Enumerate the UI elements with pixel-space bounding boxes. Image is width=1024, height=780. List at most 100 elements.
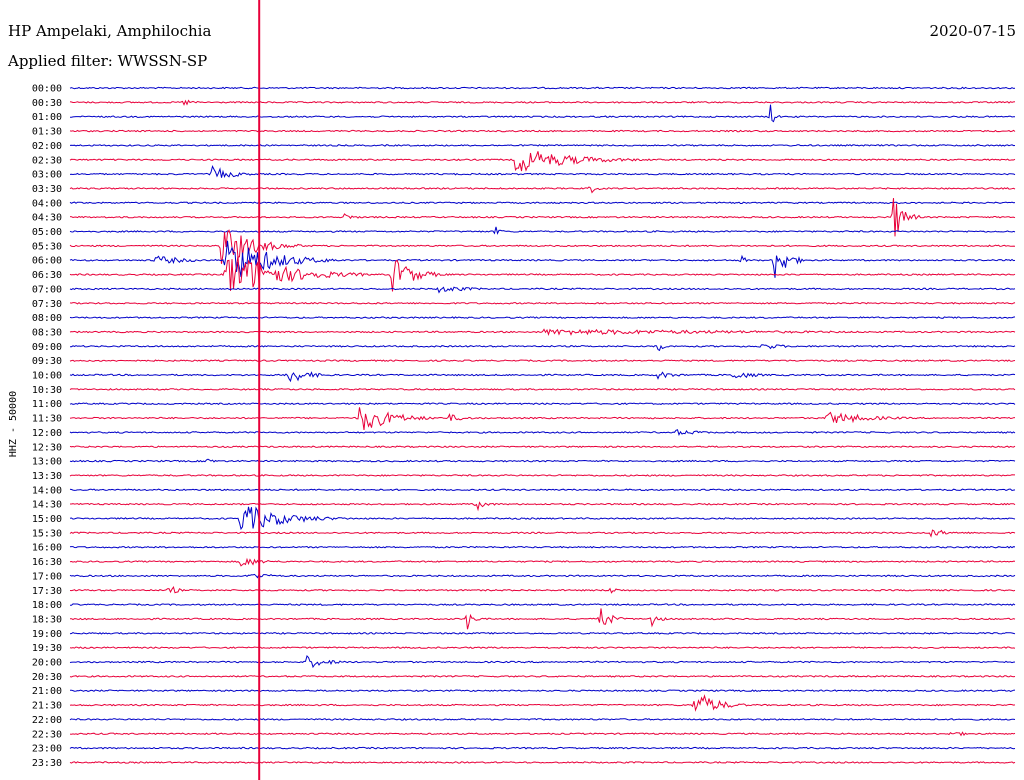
time-tick-label: 22:00 [32,715,62,726]
time-tick-label: 23:30 [32,758,62,769]
time-tick-label: 12:00 [32,428,62,439]
trace-line [69,255,1016,292]
trace-line [69,675,1016,678]
time-tick-label: 06:30 [32,270,62,281]
trace-line [70,603,1016,606]
time-tick-label: 20:00 [32,658,62,669]
trace-line [69,198,1016,237]
time-tick-label: 22:30 [32,729,62,740]
trace-line [69,429,1016,437]
time-tick-label: 16:00 [32,543,62,554]
trace-line [69,151,1016,172]
time-tick-label: 20:30 [32,672,62,683]
trace-line [69,689,1016,693]
time-tick-label: 21:00 [32,686,62,697]
time-tick-label: 10:00 [32,371,62,382]
trace-line [69,240,1016,278]
trace-line [69,301,1016,305]
time-tick-label: 05:00 [32,227,62,238]
time-tick-label: 19:00 [32,629,62,640]
trace-line [69,557,1016,567]
record-date: 2020-07-15 [930,22,1016,40]
trace-line [69,229,1016,264]
time-tick-label: 11:30 [32,414,62,425]
trace-line [69,545,1016,549]
time-tick-label: 18:00 [32,600,62,611]
time-tick-label: 03:00 [32,170,62,181]
trace-line [69,407,1016,430]
time-tick-label: 13:30 [32,471,62,482]
trace-line [69,328,1016,336]
station-title: HP Ampelaki, Amphilochia [8,22,211,40]
trace-line [70,608,1016,630]
time-tick-label: 13:00 [32,457,62,468]
time-tick-label: 05:30 [32,241,62,252]
trace-line [69,488,1016,492]
time-tick-label: 04:00 [32,198,62,209]
time-tick-label: 06:00 [32,256,62,267]
trace-line [69,655,1016,669]
trace-line [70,501,1016,512]
trace-line [69,585,1016,594]
time-tick-label: 08:00 [32,313,62,324]
time-tick-label: 17:30 [32,586,62,597]
time-tick-label: 17:00 [32,571,62,582]
trace-line [69,164,1016,178]
time-tick-label: 19:30 [32,643,62,654]
time-tick-label: 12:30 [32,442,62,453]
trace-line [69,186,1016,194]
time-tick-label: 10:30 [32,385,62,396]
trace-line [69,718,1016,721]
time-tick-label: 09:00 [32,342,62,353]
trace-line [69,761,1016,764]
trace-lines [69,86,1016,764]
time-tick-label: 08:30 [32,327,62,338]
trace-line [69,445,1016,449]
trace-line [69,371,1016,383]
time-tick-label: 01:30 [32,127,62,138]
trace-line [69,731,1016,737]
trace-line [69,573,1016,579]
channel-axis-label: HHZ - 50000 [8,391,19,457]
time-tick-label: 16:30 [32,557,62,568]
trace-line [69,458,1016,463]
time-tick-label: 00:30 [32,98,62,109]
time-tick-label: 09:30 [32,356,62,367]
time-tick-label: 02:00 [32,141,62,152]
time-tick-label: 04:30 [32,213,62,224]
trace-line [69,694,1016,712]
time-tick-label: 02:30 [32,155,62,166]
time-tick-label: 15:30 [32,528,62,539]
trace-line [69,402,1016,406]
time-tick-labels: 00:00 00:30 01:00 01:30 02:00 02:30 03:00 03:30… [32,84,62,769]
time-tick-label: 01:00 [32,112,62,123]
trace-line [69,226,1016,235]
time-tick-label: 11:00 [32,399,62,410]
time-tick-label: 14:00 [32,485,62,496]
time-tick-label: 00:00 [32,84,62,95]
trace-line [69,86,1016,90]
trace-line [69,506,1016,531]
trace-line [69,388,1016,391]
trace-line [69,529,1016,538]
trace-line [69,104,1015,123]
trace-line [69,359,1016,362]
trace-line [69,646,1016,649]
trace-line [69,286,1016,294]
time-tick-label: 14:30 [32,500,62,511]
trace-line [69,344,1016,352]
trace-line [69,129,1016,133]
time-tick-label: 21:30 [32,701,62,712]
trace-line [69,144,1016,147]
trace-line [69,99,1016,106]
trace-line [69,474,1015,477]
time-tick-label: 15:00 [32,514,62,525]
time-tick-label: 18:30 [32,614,62,625]
trace-line [69,316,1016,319]
time-tick-label: 07:30 [32,299,62,310]
trace-line [69,746,1016,750]
filter-label: Applied filter: WWSSN-SP [7,52,207,70]
time-tick-label: 23:00 [32,744,62,755]
time-tick-label: 03:30 [32,184,62,195]
